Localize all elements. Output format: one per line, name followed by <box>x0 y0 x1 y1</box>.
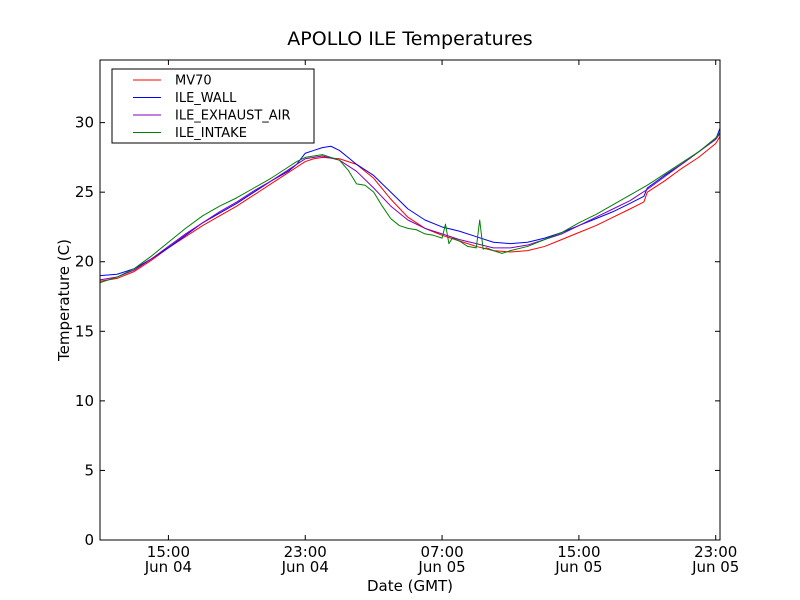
y-tick-label: 0 <box>84 531 94 549</box>
x-tick-label-date: Jun 05 <box>691 558 739 576</box>
chart-title: APOLLO ILE Temperatures <box>287 28 532 50</box>
y-tick-label: 5 <box>84 461 94 479</box>
legend-label-ile-exhaust-air: ILE_EXHAUST_AIR <box>175 109 291 124</box>
series-lines <box>100 127 720 284</box>
x-tick-label-time: 07:00 <box>420 543 463 561</box>
legend-label-ile-wall: ILE_WALL <box>175 91 237 106</box>
legend-box <box>111 68 315 144</box>
y-tick-label: 30 <box>75 114 94 132</box>
x-tick-label-date: Jun 04 <box>281 558 329 576</box>
y-tick-label: 15 <box>75 322 94 340</box>
series-line-ile-exhaust-air <box>100 133 720 281</box>
x-tick-label-time: 15:00 <box>147 543 190 561</box>
series-line-ile-intake <box>100 132 720 284</box>
legend: MV70 ILE_WALL ILE_EXHAUST_AIR ILE_INTAKE <box>111 68 315 144</box>
series-line-ile-wall <box>100 127 720 277</box>
x-tick-label-date: Jun 05 <box>554 558 602 576</box>
plot-frame <box>99 59 721 541</box>
x-tick-label-time: 15:00 <box>557 543 600 561</box>
x-tick-label-date: Jun 05 <box>417 558 465 576</box>
x-axis-label: Date (GMT) <box>367 577 453 595</box>
legend-label-ile-intake: ILE_INTAKE <box>175 126 247 141</box>
y-tick-label: 25 <box>75 183 94 201</box>
series-line-mv70 <box>100 136 720 282</box>
legend-label-mv70: MV70 <box>175 74 212 89</box>
x-tick-label-time: 23:00 <box>694 543 737 561</box>
y-tick-label: 10 <box>75 392 94 410</box>
x-tick-label-date: Jun 04 <box>144 558 192 576</box>
y-tick-label: 20 <box>75 253 94 271</box>
y-axis-label: Temperature (C) <box>55 239 73 362</box>
x-tick-label-time: 23:00 <box>284 543 327 561</box>
